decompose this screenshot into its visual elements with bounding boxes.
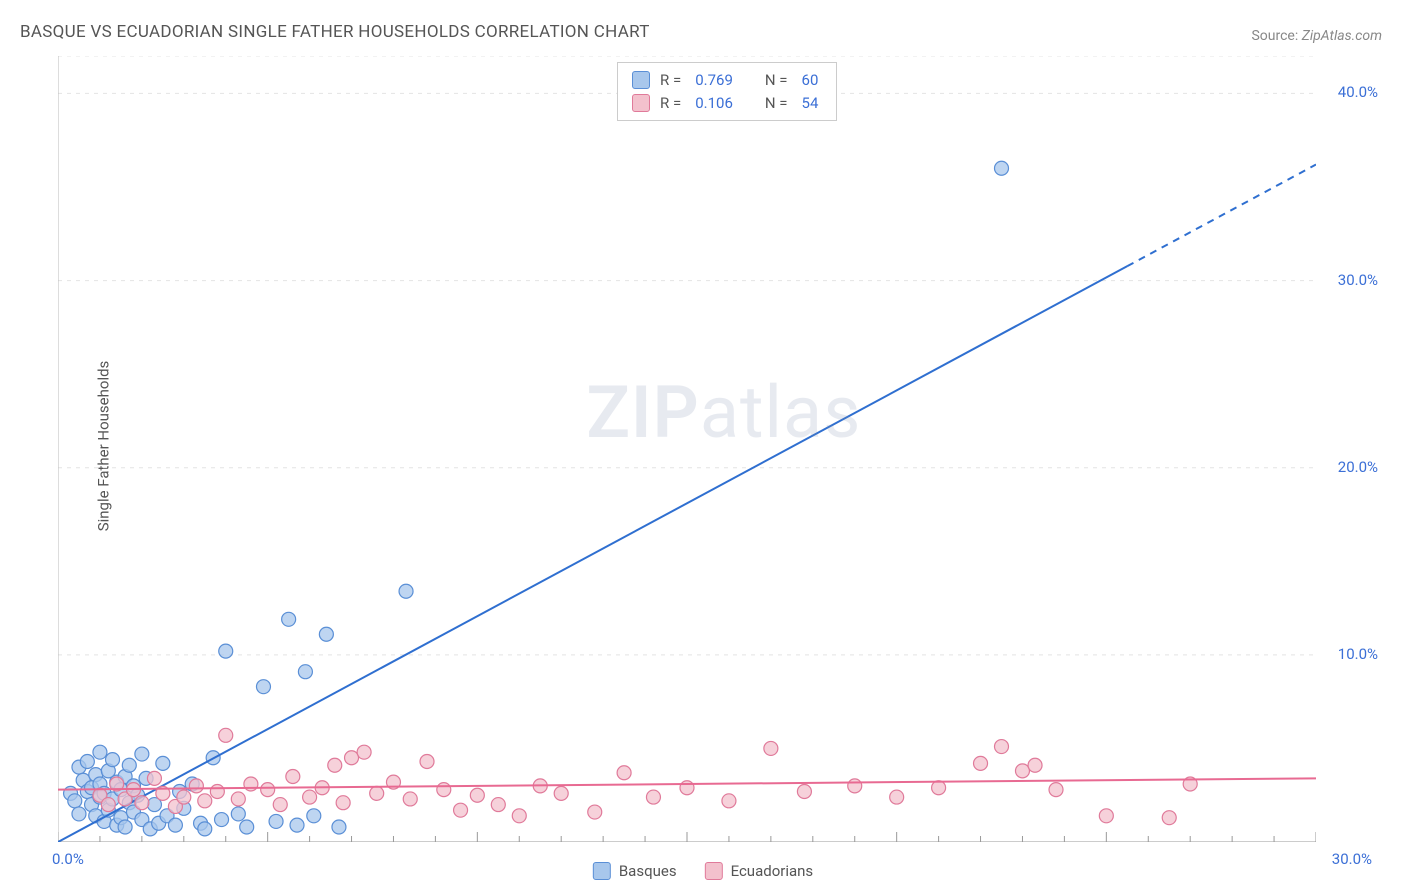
source-label: Source: <box>1251 28 1298 44</box>
r-label: R = <box>660 69 681 92</box>
legend-series-item: Basques <box>593 862 677 880</box>
r-label: R = <box>660 92 681 115</box>
chart-svg <box>58 56 1316 842</box>
source-attribution: Source: ZipAtlas.com <box>1251 28 1382 44</box>
legend-stat-row: R = 0.106 N = 54 <box>632 92 822 115</box>
y-tick-label: 10.0% <box>1338 645 1378 663</box>
legend-series-label: Basques <box>619 862 677 880</box>
x-tick-label: 30.0% <box>1332 850 1372 868</box>
y-tick-label: 30.0% <box>1338 271 1378 289</box>
legend-swatch <box>632 71 650 89</box>
legend-stat-row: R = 0.769 N = 60 <box>632 69 822 92</box>
chart-title: BASQUE VS ECUADORIAN SINGLE FATHER HOUSE… <box>20 22 650 42</box>
n-value: 54 <box>802 92 819 115</box>
legend-series-item: Ecuadorians <box>705 862 814 880</box>
legend-stats: R = 0.769 N = 60 R = 0.106 N = 54 <box>617 62 837 121</box>
n-label: N = <box>765 69 788 92</box>
n-label: N = <box>765 92 788 115</box>
legend-swatch <box>632 94 650 112</box>
plot-area: ZIPatlas R =0.769N =60R =0.106N =54 10.0… <box>58 56 1316 842</box>
y-tick-label: 40.0% <box>1338 83 1378 101</box>
r-value: 0.106 <box>695 92 733 115</box>
legend-swatch <box>705 862 723 880</box>
r-value: 0.769 <box>695 69 733 92</box>
legend-swatch <box>593 862 611 880</box>
n-value: 60 <box>802 69 819 92</box>
y-tick-label: 20.0% <box>1338 458 1378 476</box>
x-tick-label: 0.0% <box>52 850 84 868</box>
source-value: ZipAtlas.com <box>1302 28 1382 44</box>
legend-series: Basques Ecuadorians <box>593 862 813 880</box>
legend-series-label: Ecuadorians <box>731 862 814 880</box>
